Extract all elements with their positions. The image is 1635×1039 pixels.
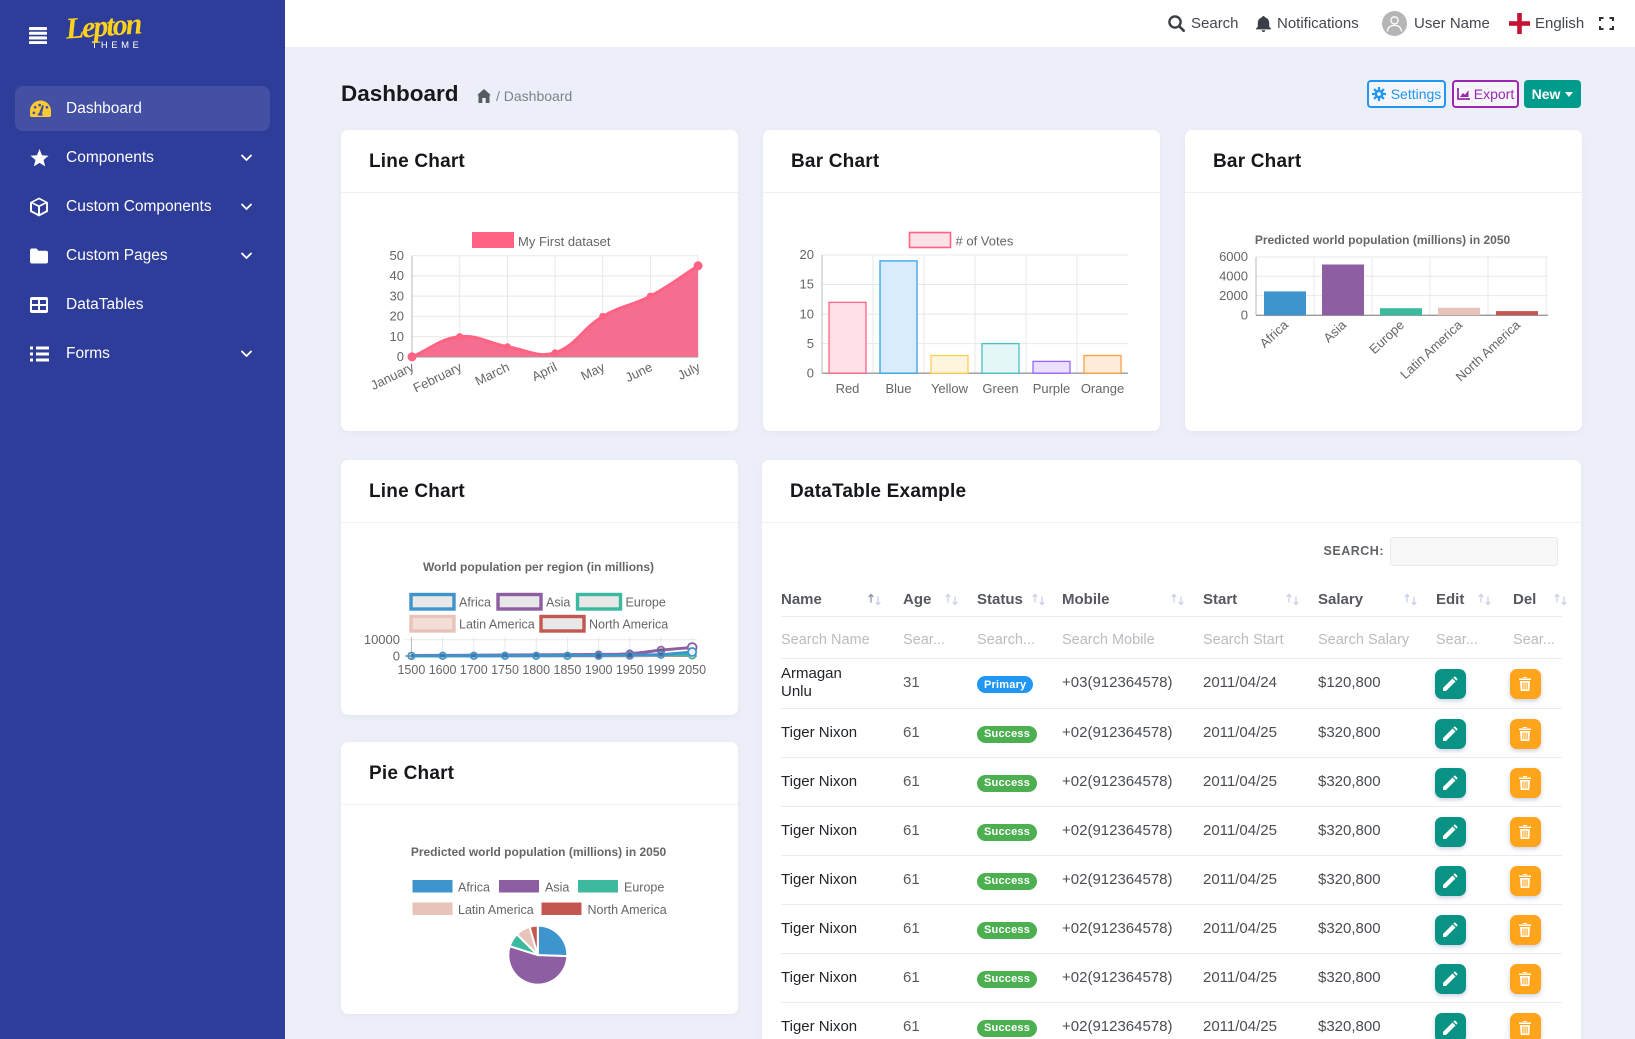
svg-text:North America: North America	[589, 618, 668, 632]
svg-text:Yellow: Yellow	[931, 381, 969, 396]
svg-text:Asia: Asia	[1320, 317, 1349, 346]
svg-text:April: April	[529, 359, 559, 384]
svg-text:1750: 1750	[491, 663, 519, 677]
svg-text:Europe: Europe	[624, 881, 664, 895]
svg-text:Africa: Africa	[1257, 317, 1292, 351]
svg-text:My First dataset: My First dataset	[518, 234, 611, 249]
svg-text:Green: Green	[982, 381, 1018, 396]
svg-text:30: 30	[390, 288, 404, 303]
svg-text:# of Votes: # of Votes	[956, 234, 1014, 249]
svg-text:February: February	[411, 359, 465, 396]
svg-text:50: 50	[390, 248, 404, 263]
svg-text:1700: 1700	[460, 663, 488, 677]
svg-text:January: January	[368, 359, 417, 393]
svg-text:June: June	[623, 359, 655, 385]
svg-text:Red: Red	[836, 381, 860, 396]
svg-text:1999: 1999	[647, 663, 675, 677]
svg-text:1600: 1600	[429, 663, 457, 677]
svg-text:1800: 1800	[522, 663, 550, 677]
svg-text:Europe: Europe	[626, 596, 666, 610]
svg-text:10: 10	[390, 329, 404, 344]
svg-text:Asia: Asia	[545, 881, 569, 895]
svg-text:0: 0	[807, 365, 814, 380]
svg-text:World population per region (i: World population per region (in millions…	[423, 560, 654, 574]
svg-text:5: 5	[807, 336, 814, 351]
svg-text:May: May	[578, 359, 607, 383]
svg-text:1950: 1950	[616, 663, 644, 677]
svg-text:4000: 4000	[1219, 269, 1248, 284]
svg-text:1850: 1850	[553, 663, 581, 677]
svg-text:Latin America: Latin America	[459, 618, 535, 632]
svg-text:15: 15	[800, 277, 814, 292]
svg-text:20: 20	[800, 247, 814, 262]
svg-text:Orange: Orange	[1081, 381, 1124, 396]
svg-text:Blue: Blue	[885, 381, 911, 396]
svg-text:1500: 1500	[397, 663, 425, 677]
svg-text:Europe: Europe	[1366, 317, 1407, 357]
svg-text:Africa: Africa	[458, 881, 490, 895]
svg-text:July: July	[675, 359, 703, 383]
svg-text:Predicted world population (mi: Predicted world population (millions) in…	[411, 845, 667, 859]
svg-text:2000: 2000	[1219, 288, 1248, 303]
svg-text:10: 10	[800, 306, 814, 321]
svg-text:Asia: Asia	[546, 596, 570, 610]
svg-text:North America: North America	[588, 903, 667, 917]
svg-text:Predicted world population (mi: Predicted world population (millions) in…	[1255, 233, 1511, 247]
svg-text:0: 0	[397, 349, 404, 364]
svg-text:40: 40	[390, 268, 404, 283]
svg-text:Latin America: Latin America	[458, 903, 534, 917]
svg-text:1900: 1900	[585, 663, 613, 677]
svg-text:Purple: Purple	[1033, 381, 1071, 396]
svg-text:10000: 10000	[364, 632, 400, 647]
svg-text:2050: 2050	[678, 663, 706, 677]
svg-text:6000: 6000	[1219, 249, 1248, 264]
svg-text:0: 0	[393, 649, 400, 664]
svg-text:20: 20	[390, 309, 404, 324]
svg-text:March: March	[473, 359, 512, 388]
svg-text:Africa: Africa	[459, 596, 491, 610]
svg-text:0: 0	[1241, 308, 1248, 323]
